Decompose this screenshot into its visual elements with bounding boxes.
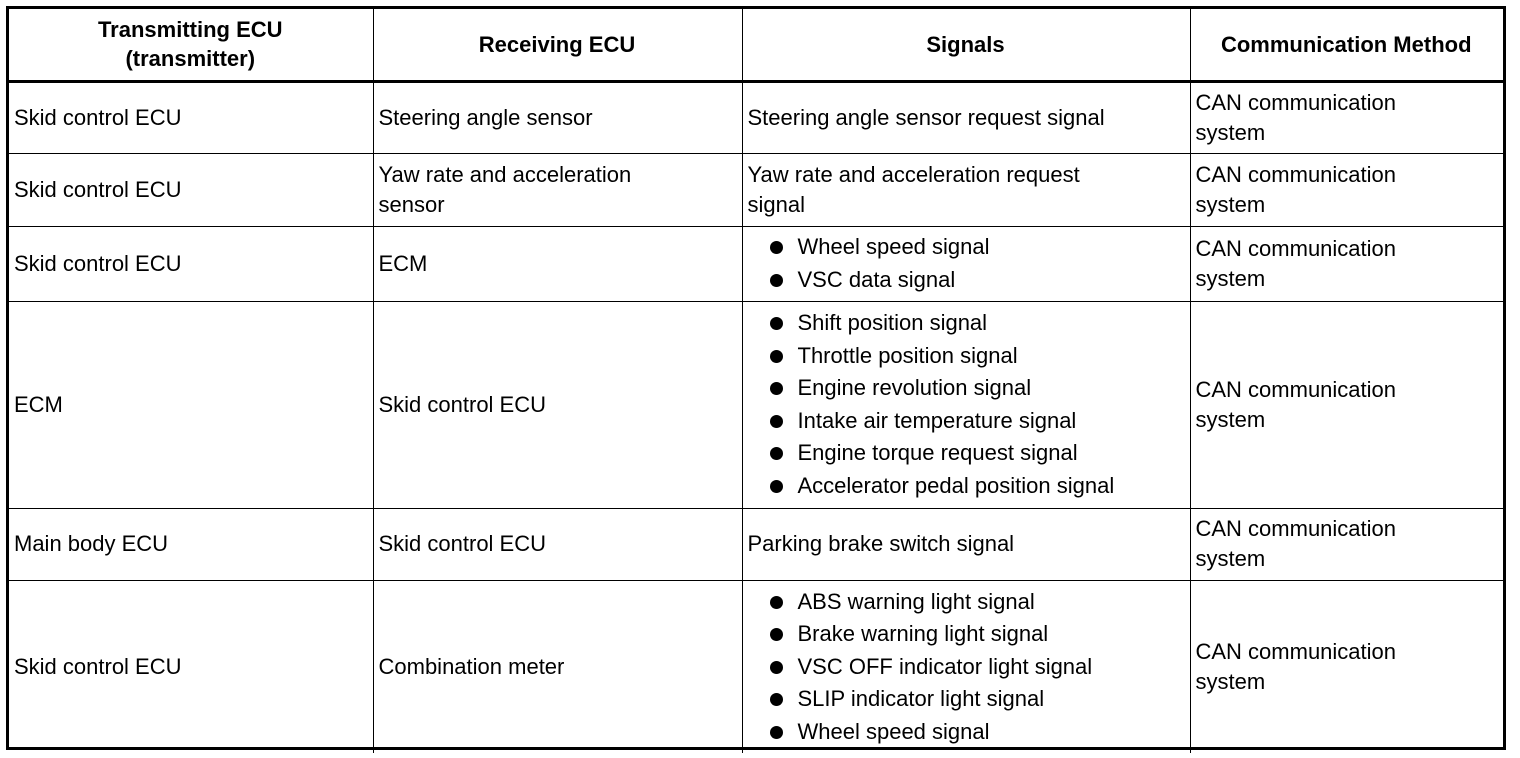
bullet-icon [769, 382, 783, 395]
list-item: Engine revolution signal [769, 372, 1184, 405]
transmitter-cell: Skid control ECU [9, 225, 374, 302]
table-row: Skid control ECU Combination meter ABS w… [9, 579, 1503, 753]
signal-item-label: Shift position signal [797, 310, 988, 335]
bullet-icon [769, 317, 783, 330]
signal-item-label: Brake warning light signal [797, 621, 1049, 646]
bullet-icon [769, 693, 783, 706]
bullet-icon [769, 241, 783, 254]
method-cell: CAN communication system [1189, 152, 1503, 227]
table-header-row: Transmitting ECU (transmitter) Receiving… [9, 9, 1503, 83]
method-cell: CAN communication system [1189, 579, 1503, 753]
list-item: Shift position signal [769, 307, 1184, 340]
bullet-icon [769, 660, 783, 674]
transmitter-cell: Main body ECU [9, 507, 374, 581]
signal-cell: Parking brake switch signal [741, 507, 1191, 581]
signal-list: Shift position signal Throttle position … [748, 307, 1184, 502]
signal-cell: Yaw rate and acceleration request signal [741, 152, 1191, 227]
list-item: Wheel speed signal [769, 231, 1184, 264]
header-receiving-ecu: Receiving ECU [372, 9, 743, 83]
signal-list: Wheel speed signal VSC data signal [748, 231, 1184, 296]
receiver-cell: ECM [372, 225, 743, 302]
ecu-signal-table: Transmitting ECU (transmitter) Receiving… [9, 9, 1503, 753]
table-row: Skid control ECU Steering angle sensor S… [9, 80, 1503, 154]
signal-item-label: Accelerator pedal position signal [797, 472, 1115, 498]
header-transmitting-line2: (transmitter) [125, 46, 256, 72]
bullet-icon [769, 725, 783, 739]
header-communication-method: Communication Method [1189, 9, 1503, 83]
table-row: ECM Skid control ECU Shift position sign… [9, 300, 1503, 509]
list-item: VSC data signal [769, 264, 1184, 297]
signal-item-label: VSC data signal [797, 266, 956, 292]
list-item: VSC OFF indicator light signal [769, 651, 1184, 684]
table-row: Main body ECU Skid control ECU Parking b… [9, 507, 1503, 581]
header-transmitting-ecu: Transmitting ECU (transmitter) [9, 9, 374, 83]
signal-item-label: VSC OFF indicator light signal [797, 653, 1093, 679]
list-item: ABS warning light signal [769, 586, 1184, 619]
bullet-icon [769, 595, 783, 609]
receiver-cell: Skid control ECU [372, 300, 743, 509]
transmitter-cell: Skid control ECU [9, 579, 374, 753]
signal-item-label: Wheel speed signal [797, 718, 990, 744]
signal-cell: Shift position signal Throttle position … [741, 300, 1191, 509]
header-transmitting-line1: Transmitting ECU [97, 17, 283, 43]
signal-list: ABS warning light signal Brake warning l… [748, 586, 1184, 749]
bullet-icon [769, 447, 783, 460]
list-item: Engine torque request signal [769, 437, 1184, 470]
signal-cell: Wheel speed signal VSC data signal [741, 225, 1191, 302]
table-row: Skid control ECU ECM Wheel speed signal … [9, 225, 1503, 302]
ecu-signal-table-frame: Transmitting ECU (transmitter) Receiving… [6, 6, 1506, 753]
signal-item-label: Throttle position signal [797, 342, 1018, 368]
signal-cell: Steering angle sensor request signal [741, 80, 1191, 154]
receiver-cell: Steering angle sensor [372, 80, 743, 154]
bullet-icon [769, 628, 783, 641]
signal-item-label: Intake air temperature signal [797, 407, 1077, 433]
list-item: Throttle position signal [769, 340, 1184, 373]
bullet-icon [769, 349, 783, 363]
list-item: Wheel speed signal [769, 716, 1184, 749]
list-item: Intake air temperature signal [769, 405, 1184, 438]
table-row: Skid control ECU Yaw rate and accelerati… [9, 152, 1503, 227]
receiver-cell: Yaw rate and acceleration sensor [372, 152, 743, 227]
transmitter-cell: Skid control ECU [9, 80, 374, 154]
list-item: Accelerator pedal position signal [769, 470, 1184, 503]
signal-item-label: Wheel speed signal [797, 234, 990, 259]
bullet-icon [769, 479, 783, 493]
bullet-icon [769, 414, 783, 428]
method-cell: CAN communication system [1189, 300, 1503, 509]
method-cell: CAN communication system [1189, 80, 1503, 154]
signal-item-label: Engine torque request signal [797, 440, 1078, 465]
receiver-cell: Combination meter [372, 579, 743, 753]
signal-item-label: ABS warning light signal [797, 588, 1035, 614]
bullet-icon [769, 273, 783, 287]
transmitter-cell: ECM [9, 300, 374, 509]
method-cell: CAN communication system [1189, 225, 1503, 302]
list-item: Brake warning light signal [769, 618, 1184, 651]
list-item: SLIP indicator light signal [769, 683, 1184, 716]
signal-item-label: SLIP indicator light signal [797, 686, 1045, 711]
signal-cell: ABS warning light signal Brake warning l… [741, 579, 1191, 753]
header-signals: Signals [741, 9, 1191, 83]
transmitter-cell: Skid control ECU [9, 152, 374, 227]
receiver-cell: Skid control ECU [372, 507, 743, 581]
method-cell: CAN communication system [1189, 507, 1503, 581]
signal-item-label: Engine revolution signal [797, 375, 1032, 400]
